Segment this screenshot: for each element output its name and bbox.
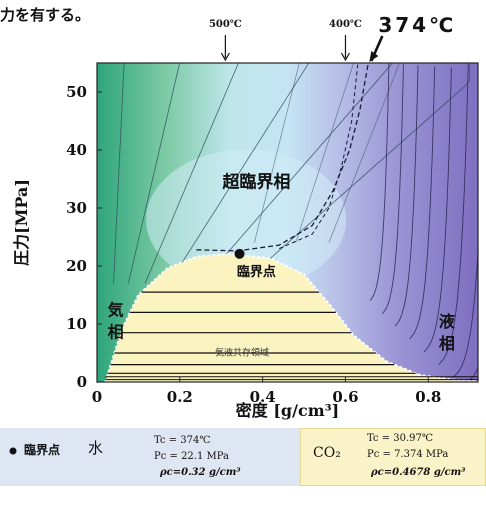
plot-frame xyxy=(96,62,479,383)
y-tick-label: 40 xyxy=(66,141,87,159)
region-label-gas: 相 xyxy=(108,322,124,341)
top-text: 力を有する。 xyxy=(0,6,91,24)
x-tick-label: 0 xyxy=(92,388,102,406)
y-tick-label: 20 xyxy=(66,257,87,275)
isotherm-curve xyxy=(295,63,354,243)
critical-point-marker-icon xyxy=(9,447,17,455)
isotherm-curve xyxy=(369,63,390,302)
y-tick-label: 0 xyxy=(77,373,87,391)
legend-water-rho: ρc=0.32 g/cm³ xyxy=(160,467,241,478)
phase-diagram-chart: 0 0.2 0.4 0.6 0.8 0 10 20 30 40 50 密度 [g/cm³] 圧力[MPa… xyxy=(12,13,479,420)
legend-water-label: 水 xyxy=(88,439,104,457)
legend-critical-point-label: 臨界点 xyxy=(24,443,61,457)
y-tick-label: 10 xyxy=(66,315,87,333)
x-tick-label: 0.8 xyxy=(415,388,441,406)
region-label-critical-point: 臨界点 xyxy=(237,264,276,280)
isotherm-curve xyxy=(113,63,129,284)
arrow-head-icon xyxy=(340,52,350,62)
isotherm-label: 400℃ xyxy=(329,19,362,30)
arrow-head-icon xyxy=(369,51,379,62)
y-tick-label: 30 xyxy=(66,199,87,217)
co2-legend-box: CO₂ Tc = 30.97℃ Pc = 7.374 MPa ρc=0.4678… xyxy=(300,428,486,486)
isotherm-curve xyxy=(452,243,478,378)
isotherm-curve xyxy=(127,63,203,284)
region-label-coexistence: 気液共存領域 xyxy=(215,346,269,358)
isotherm-curve xyxy=(254,63,300,243)
x-tick-label: 0.2 xyxy=(167,388,193,406)
region-label-supercritical: 超臨界相 xyxy=(222,172,290,193)
isotherm-curve xyxy=(144,63,281,284)
critical-point-marker xyxy=(234,248,245,259)
isotherm-curve xyxy=(241,63,471,284)
isotherm-curve xyxy=(409,66,436,340)
critical-isotherm-374 xyxy=(196,63,369,252)
legend-water-tc: Tc = 374℃ xyxy=(154,435,211,446)
region-label-gas: 気 xyxy=(108,300,124,319)
coexistence-region xyxy=(105,253,478,382)
isotherm-curve xyxy=(394,65,419,327)
isotherm-curve xyxy=(328,63,400,243)
x-tick-label: 0.6 xyxy=(332,388,358,406)
y-tick-label: 50 xyxy=(66,83,87,101)
legend-co2-rho: ρc=0.4678 g/cm³ xyxy=(371,467,466,478)
y-axis-label: 圧力[MPa] xyxy=(12,179,31,266)
isotherm-curve xyxy=(423,67,452,353)
water-legend-box: 臨界点 水 Tc = 374℃ Pc = 22.1 MPa ρc=0.32 g/… xyxy=(0,428,300,486)
isotherm-curve xyxy=(438,63,469,365)
isotherm-curve xyxy=(382,64,404,314)
isotherm-400 xyxy=(278,63,359,250)
legend-co2-tc: Tc = 30.97℃ xyxy=(367,433,434,444)
supercritical-region-glow xyxy=(146,149,347,290)
x-tick-label: 0.4 xyxy=(250,388,276,406)
legend-co2-label: CO₂ xyxy=(313,445,341,461)
isotherm-curve xyxy=(200,63,470,284)
legend-water-pc: Pc = 22.1 MPa xyxy=(154,451,229,462)
region-label-liquid: 液 xyxy=(439,312,456,331)
legend-co2-pc: Pc = 7.374 MPa xyxy=(367,449,449,460)
isotherm-curve xyxy=(168,63,372,284)
isotherm-label: 500℃ xyxy=(209,19,242,30)
region-label-liquid: 相 xyxy=(439,334,455,353)
isotherm-curves xyxy=(113,63,478,382)
isotherm-label: 374℃ xyxy=(378,13,456,37)
x-axis-label: 密度 [g/cm³] xyxy=(235,401,339,420)
arrow-head-icon xyxy=(220,52,230,62)
